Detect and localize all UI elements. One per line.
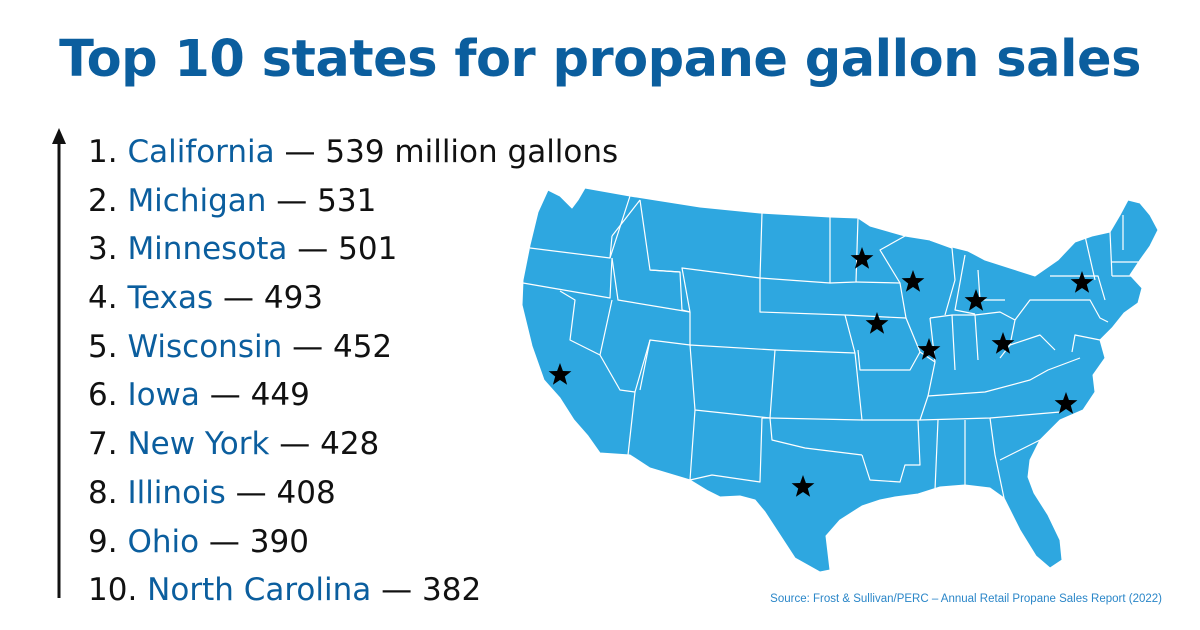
ranking-item: 7. New York — 428 — [88, 420, 618, 469]
separator: — — [225, 474, 277, 511]
ranking-item: 1. California — 539 million gallons — [88, 128, 618, 177]
state-name: Minnesota — [127, 231, 288, 268]
rank-number: 3. — [88, 231, 118, 268]
ranking-item: 8. Illinois — 408 — [88, 469, 618, 518]
rank-number: 6. — [88, 377, 118, 414]
state-name: Illinois — [127, 474, 226, 511]
sales-value: 531 — [317, 182, 377, 219]
sales-value: 493 — [263, 280, 324, 317]
us-outline — [521, 187, 1159, 573]
us-map — [521, 187, 1159, 573]
ranking-item: 9. Ohio — 390 — [88, 518, 618, 567]
state-borders — [522, 195, 1142, 499]
rank-number: 10. — [88, 572, 138, 609]
star-icon — [964, 289, 988, 311]
rank-number: 5. — [88, 328, 118, 365]
sales-value: 408 — [276, 474, 336, 511]
ranking-item: 5. Wisconsin — 452 — [88, 323, 618, 372]
separator: — — [199, 377, 251, 414]
source-note: Source: Frost & Sullivan/PERC – Annual R… — [770, 593, 1162, 605]
sales-value: 449 — [250, 377, 310, 414]
rank-number: 4. — [88, 280, 118, 317]
star-icon — [850, 247, 874, 269]
ranking-arrow-icon — [52, 128, 66, 598]
separator: — — [282, 328, 333, 365]
ranking-item: 4. Texas — 493 — [88, 274, 618, 323]
star-icon — [548, 363, 572, 385]
ranking-item: 3. Minnesota — 501 — [88, 225, 618, 274]
separator: — — [274, 134, 326, 170]
sales-value: 428 — [320, 426, 380, 463]
rank-number: 2. — [88, 182, 118, 219]
star-icon — [865, 312, 889, 334]
star-markers — [548, 247, 1094, 497]
ranking-item: 10. North Carolina — 382 — [88, 566, 618, 615]
page-title: Top 10 states for propane gallon sales — [59, 30, 1141, 89]
star-icon — [1054, 392, 1078, 414]
rank-number: 1. — [88, 134, 118, 170]
star-icon — [917, 338, 941, 360]
sales-value: 539 million gallons — [325, 134, 619, 170]
state-name: Texas — [127, 280, 214, 317]
sales-value: 382 — [422, 572, 482, 609]
separator: — — [269, 426, 321, 463]
state-name: California — [127, 134, 275, 170]
separator: — — [266, 182, 318, 219]
sales-value: 501 — [338, 231, 398, 268]
separator: — — [287, 231, 339, 268]
separator: — — [199, 523, 250, 560]
state-name: Iowa — [127, 377, 200, 414]
separator: — — [213, 280, 264, 317]
rank-number: 7. — [88, 426, 118, 463]
state-name: New York — [127, 426, 270, 463]
rank-number: 8. — [88, 474, 118, 511]
star-icon — [1070, 271, 1094, 293]
state-name: Ohio — [127, 523, 200, 560]
separator: — — [371, 572, 422, 609]
state-name: Michigan — [127, 182, 267, 219]
state-name: North Carolina — [147, 572, 372, 609]
sales-value: 452 — [332, 328, 393, 365]
star-icon — [991, 332, 1015, 354]
star-icon — [901, 270, 925, 292]
sales-value: 390 — [249, 523, 309, 560]
state-name: Wisconsin — [127, 328, 283, 365]
rank-number: 9. — [88, 523, 118, 560]
ranking-list: 1. California — 539 million gallons 2. M… — [88, 128, 618, 615]
ranking-item: 2. Michigan — 531 — [88, 177, 618, 226]
star-icon — [791, 475, 815, 497]
ranking-item: 6. Iowa — 449 — [88, 371, 618, 420]
